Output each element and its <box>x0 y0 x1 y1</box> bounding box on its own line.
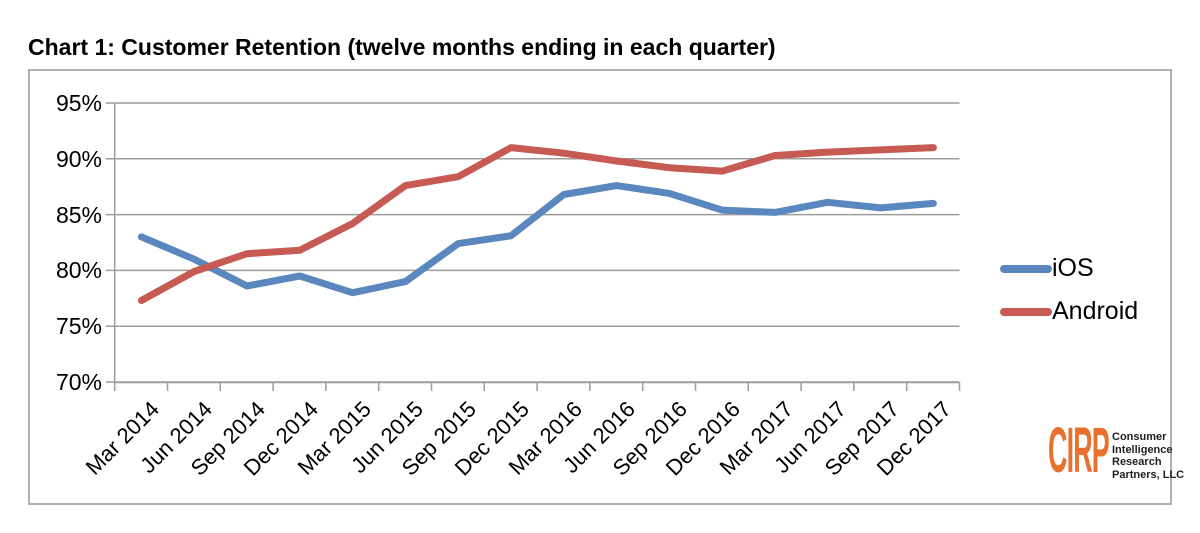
cirp-logo-line: Research <box>1112 456 1162 468</box>
legend-label-ios: iOS <box>1052 254 1094 282</box>
legend-item-android: Android <box>1000 296 1138 327</box>
y-tick-label: 90% <box>55 145 102 172</box>
series-line-android <box>137 144 937 304</box>
y-tick-label: 85% <box>55 201 102 228</box>
legend: iOS Android <box>1000 253 1138 327</box>
cirp-logo-line: Intelligence <box>1112 443 1173 456</box>
y-tick-label: 80% <box>55 257 102 284</box>
y-tick-label: 70% <box>55 369 102 395</box>
legend-swatch-android-icon <box>1000 307 1052 316</box>
cirp-logo-line: Consumer <box>1112 431 1167 443</box>
cirp-logo-line: Partners, LLC <box>1112 468 1185 481</box>
y-tick-label: 75% <box>55 313 102 340</box>
cirp-logo-brand: CIRP <box>1048 414 1110 486</box>
legend-swatch-ios-icon <box>1000 264 1052 273</box>
chart-title: Chart 1: Customer Retention (twelve mont… <box>28 34 776 60</box>
plot <box>105 102 961 391</box>
series-line-ios <box>137 182 937 297</box>
cirp-logo-text: Consumer Intelligence Research Partners,… <box>1112 431 1184 481</box>
y-tick-label: 95% <box>55 90 102 116</box>
legend-label-android: Android <box>1052 297 1139 325</box>
chart-area: 95% 90% 85% 80% 75% 70% Mar 2014 Jun 2014 Sep 2… <box>28 69 1184 505</box>
legend-item-ios: iOS <box>1000 253 1138 284</box>
cirp-logo: CIRP Consumer Intelligence Research Part… <box>1048 418 1198 488</box>
